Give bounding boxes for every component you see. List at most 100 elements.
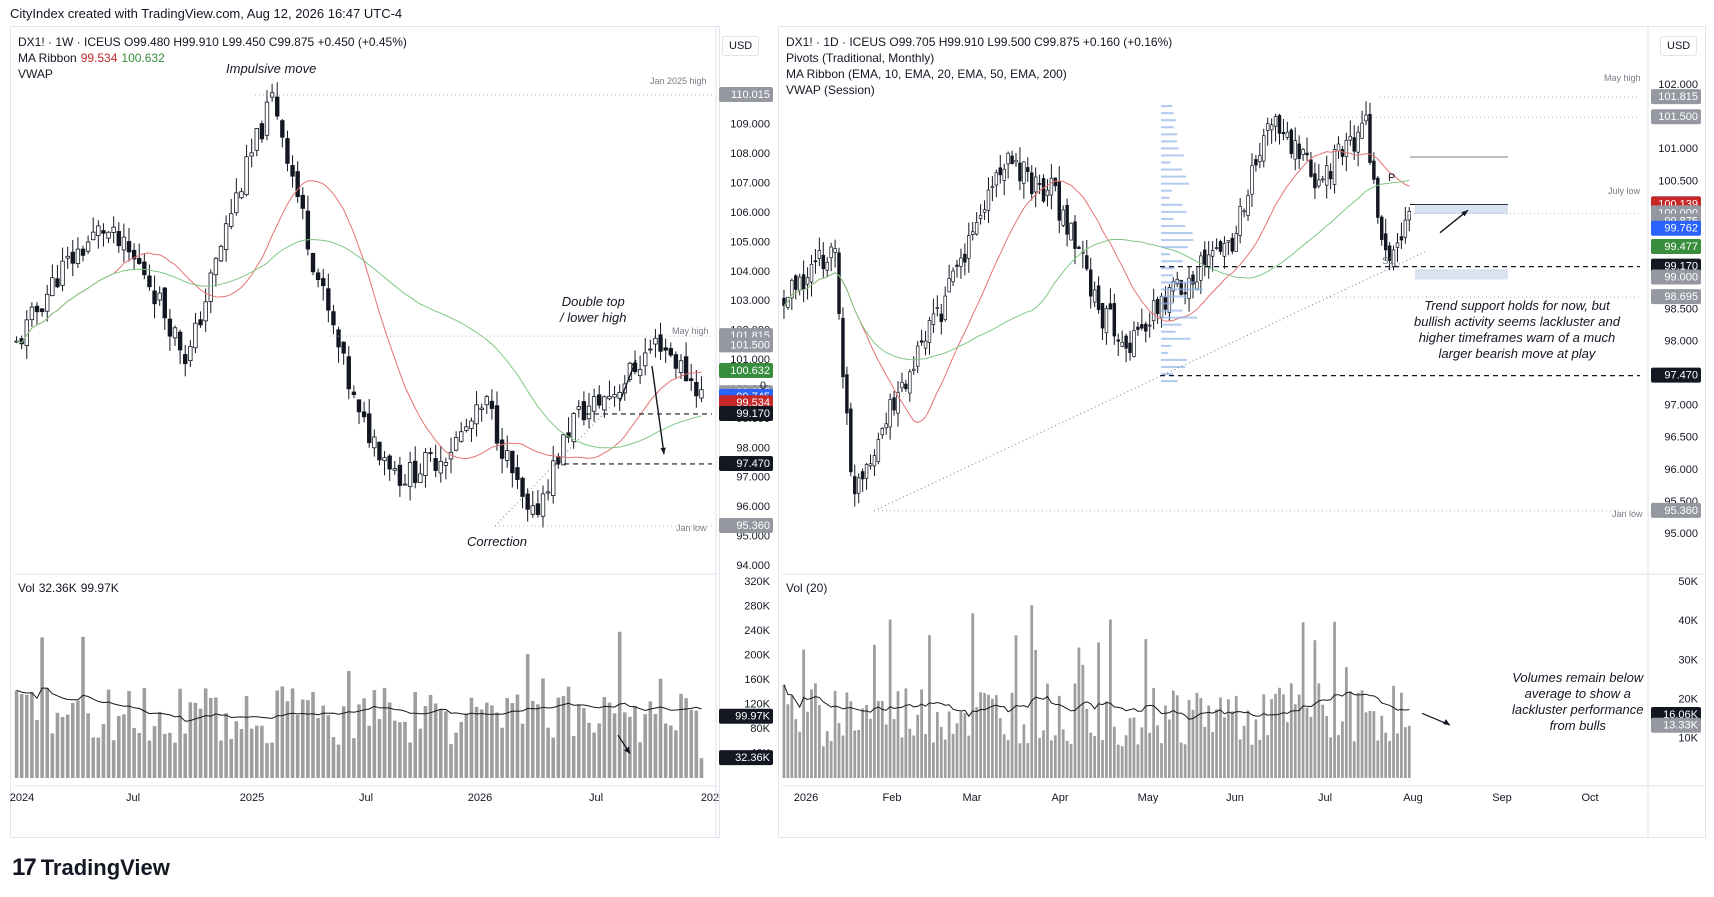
right-candle	[805, 277, 810, 285]
right-candle	[1210, 250, 1215, 257]
right-price-tag-bg	[1651, 367, 1701, 383]
right-candle	[943, 295, 947, 320]
right-volume-bar	[975, 707, 979, 778]
left-volume-bar	[183, 733, 188, 778]
right-volume-bar	[1097, 642, 1100, 778]
left-volume-bar	[40, 637, 44, 778]
right-volume-bar	[1274, 693, 1277, 778]
left-volume-bar	[556, 697, 561, 778]
right-volume-bar	[1333, 621, 1336, 778]
left-currency-button[interactable]: USD	[722, 36, 760, 56]
left-candle	[407, 462, 413, 487]
right-volume-bar	[1219, 697, 1222, 778]
right-candle	[1226, 240, 1231, 243]
right-candle	[1037, 183, 1042, 185]
left-volume-bar	[684, 698, 688, 778]
left-volume-bar	[668, 725, 673, 778]
right-candle	[1018, 162, 1022, 182]
left-volume-bar	[438, 709, 443, 778]
right-volume-bar	[959, 711, 963, 778]
left-candle	[305, 210, 311, 250]
left-candle	[96, 225, 101, 236]
right-volume-profile-bar	[1161, 267, 1175, 270]
right-volume-profile-bar	[1161, 119, 1176, 122]
left-candle	[39, 308, 45, 313]
tradingview-logo[interactable]: 17 TradingView	[12, 854, 170, 882]
right-legend-vwap: VWAP (Session)	[786, 83, 875, 97]
right-volume-profile-bar	[1161, 316, 1198, 319]
left-candle	[50, 277, 55, 297]
left-candle	[387, 455, 392, 470]
right-volume-bar	[1238, 739, 1242, 778]
right-volume-profile-bar	[1161, 281, 1194, 284]
right-candle	[1230, 237, 1235, 252]
left-volume-bar	[168, 732, 172, 778]
left-volume-bar	[694, 710, 699, 778]
right-volume-profile-bar	[1161, 380, 1178, 383]
left-volume-bar	[45, 687, 50, 778]
right-volume-bar	[833, 690, 837, 778]
right-price-tag: 95.360	[1664, 505, 1698, 517]
left-volume-bar	[275, 690, 280, 778]
left-volume-bar	[413, 692, 418, 778]
left-candle	[198, 319, 203, 326]
right-legend-ma: MA Ribbon (EMA, 10, EMA, 20, EMA, 50, EM…	[786, 67, 1067, 81]
right-volume-bar	[1191, 709, 1195, 778]
right-ytick: 96.000	[1664, 464, 1698, 476]
right-vol-ytick: 30K	[1678, 654, 1698, 666]
right-price-tag-bg	[1651, 502, 1701, 518]
left-candle	[55, 278, 60, 288]
left-volume-bar	[536, 704, 540, 778]
left-volume-bar	[648, 701, 653, 778]
left-candle	[683, 356, 689, 382]
right-candle	[1364, 114, 1368, 122]
left-candle	[597, 394, 602, 406]
left-volume-bar	[602, 697, 607, 778]
left-candle	[290, 165, 295, 177]
right-volume-bar	[1258, 739, 1262, 778]
right-candle	[896, 392, 900, 414]
right-candle	[1171, 281, 1176, 292]
right-currency-button[interactable]: USD	[1660, 36, 1698, 56]
right-vol-ytick: 20K	[1678, 694, 1698, 706]
right-volume-bar	[904, 688, 908, 778]
right-candle	[1356, 131, 1360, 153]
right-candle	[868, 463, 873, 467]
right-candle	[974, 222, 979, 235]
right-volume-bar	[1388, 740, 1391, 778]
left-candle	[520, 477, 525, 497]
right-price-tag-bg	[1651, 238, 1701, 254]
left-candle	[515, 467, 520, 480]
right-volume-bar	[1022, 724, 1026, 778]
left-candle	[85, 241, 91, 252]
right-volume-bar	[876, 701, 880, 778]
left-volume-bar	[306, 700, 310, 778]
right-chart-panel[interactable]	[778, 26, 1706, 838]
left-candle	[295, 171, 300, 198]
right-volume-bar	[1337, 735, 1340, 778]
left-candle	[116, 230, 121, 247]
right-candle	[1041, 178, 1046, 202]
right-volume-bar	[1109, 619, 1112, 778]
right-candle	[849, 408, 853, 473]
right-volume-bar	[1081, 664, 1085, 778]
annotation-double-top-line1: Double top	[561, 294, 625, 309]
left-volume-bar	[162, 733, 167, 778]
left-candle	[469, 420, 474, 429]
right-volume-bar	[1128, 718, 1132, 778]
left-candle	[561, 434, 566, 466]
left-volume-bar	[234, 721, 239, 778]
left-candle	[428, 452, 433, 455]
left-xtick: 2024	[10, 792, 34, 804]
right-volume-bar	[1144, 639, 1148, 778]
right-volume-bar	[880, 700, 884, 778]
right-volume-bar	[1360, 690, 1364, 778]
left-volume-bar	[265, 743, 269, 778]
left-price-tag: 100.632	[730, 365, 770, 377]
left-volume-bar	[30, 692, 34, 778]
right-candle	[955, 264, 959, 267]
right-volume-bar	[1211, 732, 1215, 778]
tradingview-logo-icon: 17	[12, 854, 37, 881]
